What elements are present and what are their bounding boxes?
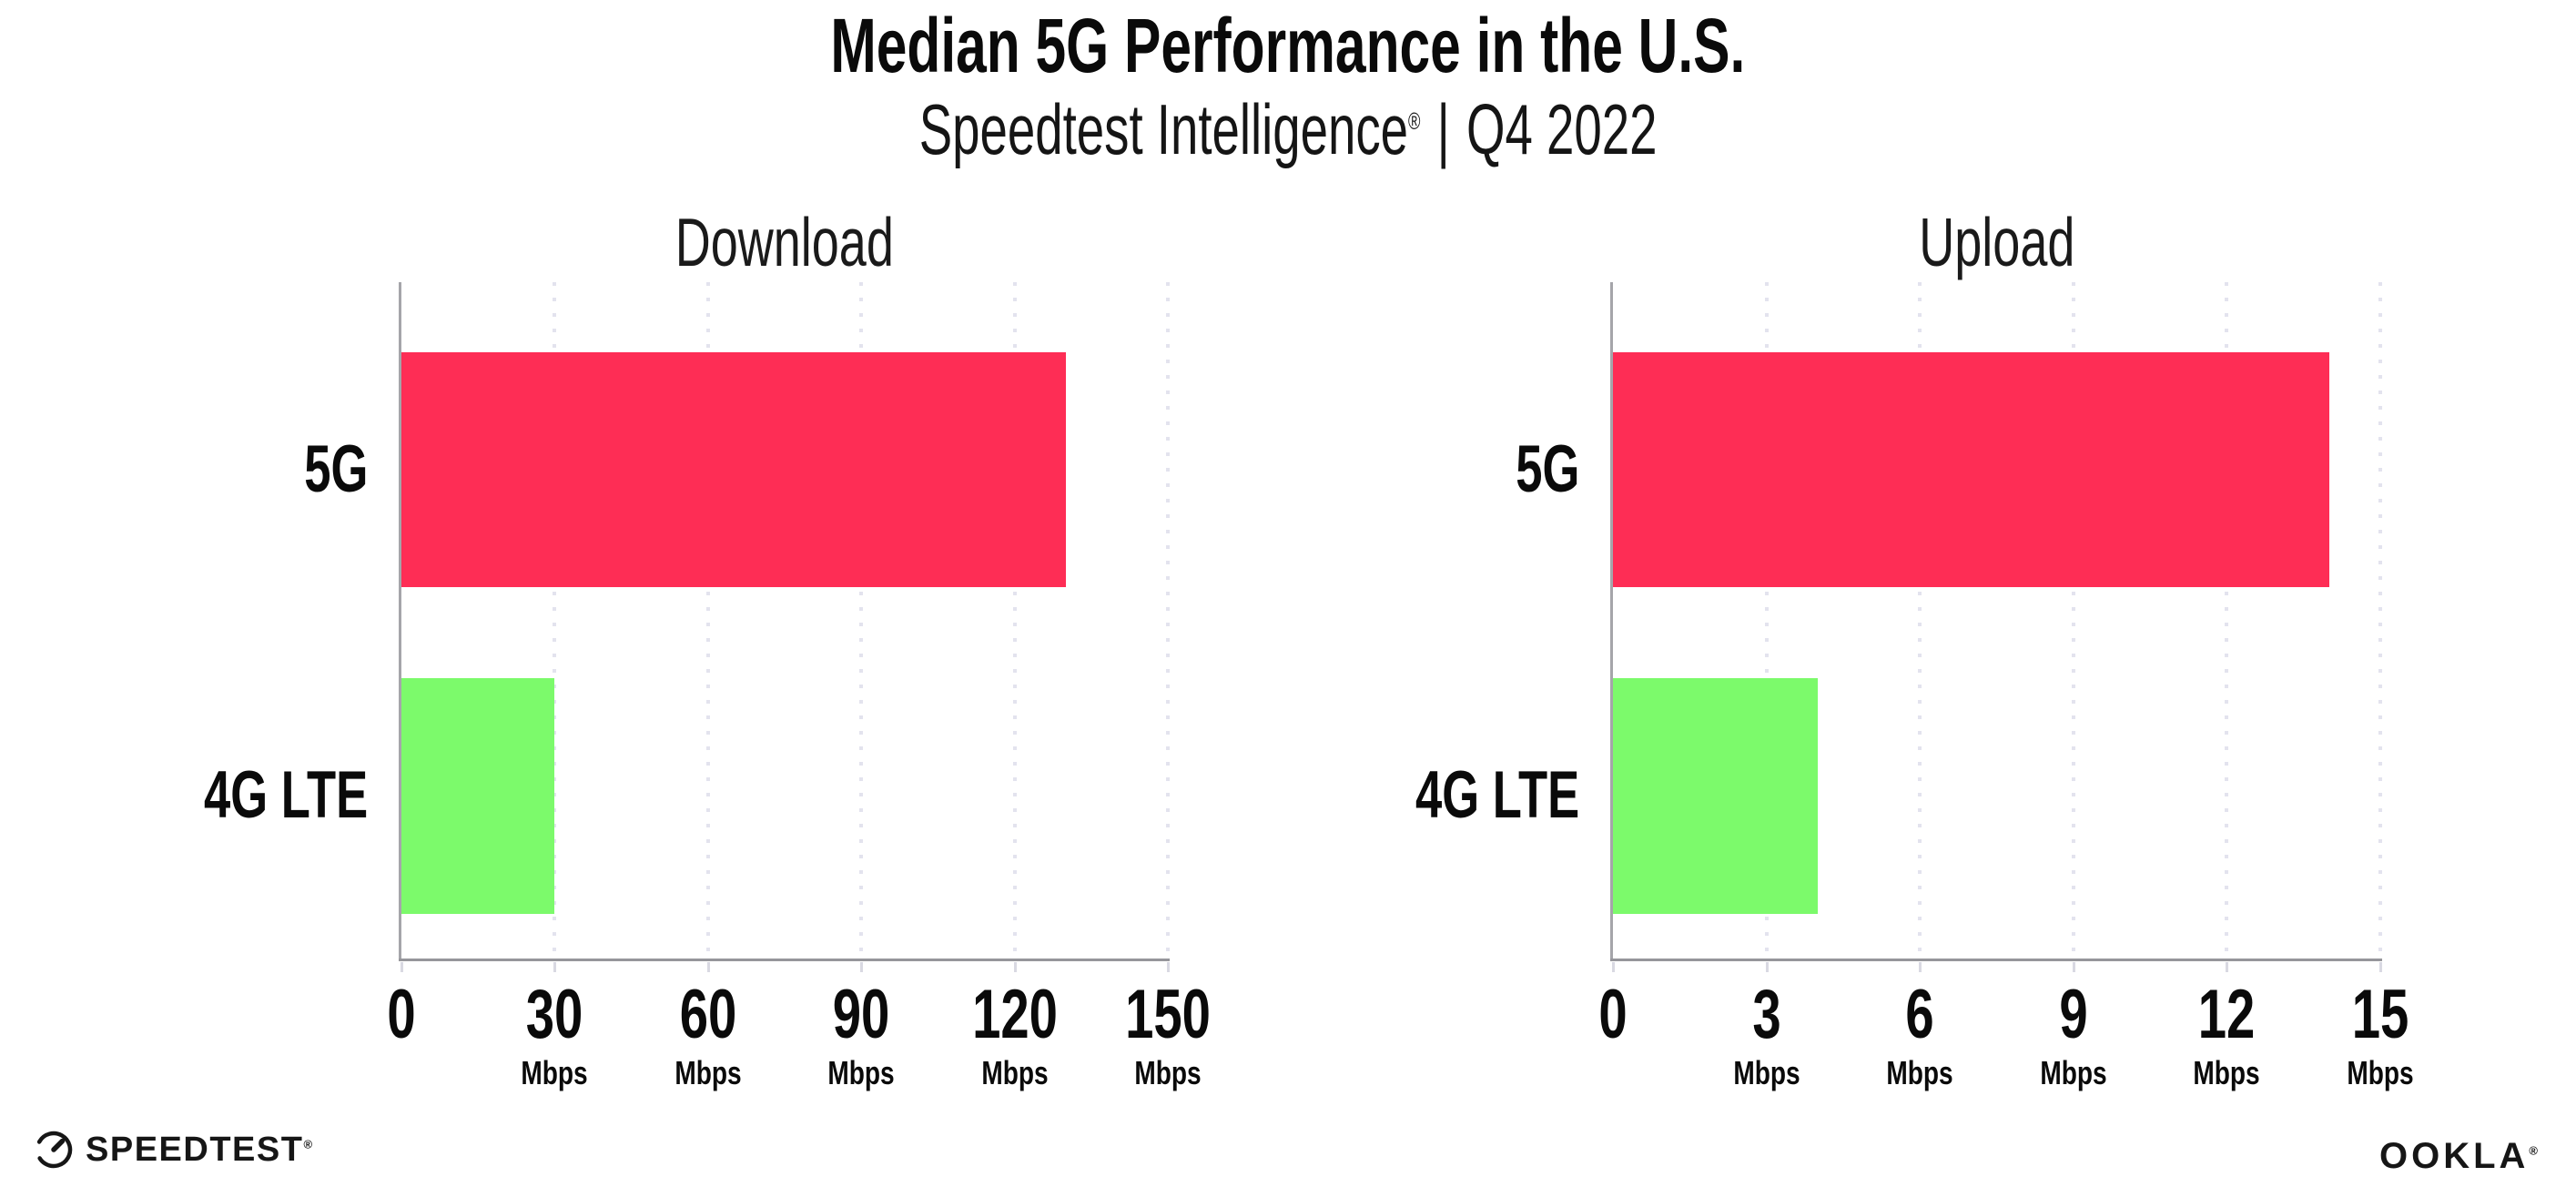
axis-tick-mark xyxy=(553,962,557,972)
download-plot-area: Download 5G 4G LTE 0 30 Mbps 60 Mbps 90 Mbps 12… xyxy=(204,208,1211,1090)
gridline xyxy=(553,282,557,959)
registered-mark-icon: ® xyxy=(2529,1143,2541,1158)
page-subtitle: Speedtest Intelligence® | Q4 2022 xyxy=(0,92,2576,167)
bar-4g-lte-upload xyxy=(1613,678,1818,914)
gridline xyxy=(859,282,864,959)
x-tick-unit-label: Mbps xyxy=(980,1054,1049,1091)
speedtest-logo-text: SPEEDTEST® xyxy=(86,1130,314,1169)
registered-mark-icon: ® xyxy=(303,1136,314,1151)
upload-chart-title: Upload xyxy=(1918,204,2075,280)
x-tick-label: 150 xyxy=(1125,976,1211,1053)
registered-mark-icon: ® xyxy=(1407,107,1421,135)
upload-gridlines xyxy=(1612,282,2382,972)
x-tick-label: 120 xyxy=(971,976,1058,1053)
axis-tick-mark xyxy=(1765,962,1769,972)
x-tick-label: 3 xyxy=(1751,976,1781,1053)
x-tick-label: 12 xyxy=(2198,976,2256,1053)
axis-tick-mark xyxy=(2072,962,2075,972)
subtitle-period: Q4 2022 xyxy=(1465,89,1658,169)
gridline xyxy=(2071,282,2075,959)
axis-tick-mark xyxy=(860,962,864,972)
axis-tick-mark xyxy=(706,962,710,972)
upload-x-tick-labels: 0 3 Mbps 6 Mbps 9 Mbps 12 Mbps 15 Mbps xyxy=(1598,959,2413,1113)
upload-category-label-5g: 5G xyxy=(1515,432,1579,506)
download-chart-title: Download xyxy=(674,204,895,280)
upload-category-label-4g-lte: 4G LTE xyxy=(1415,758,1579,832)
axis-tick-mark xyxy=(1013,962,1017,972)
download-y-axis-spine xyxy=(399,282,401,961)
gridline xyxy=(705,282,710,959)
speedtest-logo: SPEEDTEST® xyxy=(33,1129,314,1171)
x-tick-label: 30 xyxy=(526,976,583,1053)
ookla-logo: OOKLA® xyxy=(2379,1136,2541,1177)
x-tick-unit-label: Mbps xyxy=(2040,1054,2107,1091)
page-title: Median 5G Performance in the U.S. xyxy=(0,5,2576,86)
bar-5g-upload xyxy=(1613,352,2329,587)
x-tick-label: 90 xyxy=(832,976,890,1053)
download-category-label-4g-lte: 4G LTE xyxy=(203,758,368,832)
axis-tick-mark xyxy=(1612,962,1615,972)
axis-tick-mark xyxy=(1167,962,1170,972)
gridline xyxy=(1012,282,1017,959)
gridline xyxy=(2378,282,2382,959)
download-x-tick-labels: 0 30 Mbps 60 Mbps 90 Mbps 120 Mbps 150 Mbps xyxy=(387,959,1211,1113)
download-gridlines xyxy=(401,282,1170,972)
x-tick-unit-label: Mbps xyxy=(2193,1054,2261,1091)
subtitle-brand: Speedtest Intelligence xyxy=(918,89,1408,169)
upload-x-axis-spine xyxy=(1610,959,2382,961)
x-tick-unit-label: Mbps xyxy=(521,1054,589,1091)
x-tick-unit-label: Mbps xyxy=(1886,1054,1953,1091)
axis-tick-mark xyxy=(2226,962,2229,972)
gridline xyxy=(1918,282,1922,959)
axis-tick-mark xyxy=(401,962,403,972)
download-x-axis-spine xyxy=(399,959,1170,961)
x-tick-label: 0 xyxy=(1598,976,1628,1053)
gridline xyxy=(1764,282,1769,959)
download-category-label-5g: 5G xyxy=(303,432,368,506)
x-tick-label: 60 xyxy=(679,976,737,1053)
bar-4g-lte-download xyxy=(401,678,555,914)
x-tick-unit-label: Mbps xyxy=(674,1054,742,1091)
gridline xyxy=(1166,282,1170,959)
axis-tick-mark xyxy=(1919,962,1922,972)
axis-tick-mark xyxy=(2379,962,2382,972)
subtitle-separator: | xyxy=(1436,89,1450,169)
x-tick-label: 15 xyxy=(2351,976,2409,1053)
x-tick-unit-label: Mbps xyxy=(2347,1054,2414,1091)
upload-y-axis-spine xyxy=(1610,282,1613,961)
ookla-logo-text: OOKLA xyxy=(2378,1136,2530,1176)
page-title-text: Median 5G Performance in the U.S. xyxy=(830,3,1746,88)
x-tick-label: 0 xyxy=(387,976,416,1053)
x-tick-unit-label: Mbps xyxy=(1134,1054,1202,1091)
bar-5g-download xyxy=(401,352,1066,587)
x-tick-unit-label: Mbps xyxy=(827,1054,895,1091)
x-tick-label: 6 xyxy=(1905,976,1934,1053)
x-tick-label: 9 xyxy=(2059,976,2088,1053)
x-tick-unit-label: Mbps xyxy=(1732,1054,1800,1091)
upload-plot-area: Upload 5G 4G LTE 0 3 Mbps 6 Mbps 9 Mbps 12 Mbps 1… xyxy=(1415,208,2414,1090)
speedtest-gauge-icon xyxy=(35,1131,73,1169)
gridline xyxy=(2225,282,2229,959)
